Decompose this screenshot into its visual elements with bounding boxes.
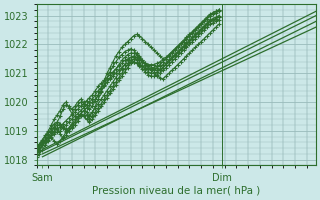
X-axis label: Pression niveau de la mer( hPa ): Pression niveau de la mer( hPa ) <box>92 186 260 196</box>
